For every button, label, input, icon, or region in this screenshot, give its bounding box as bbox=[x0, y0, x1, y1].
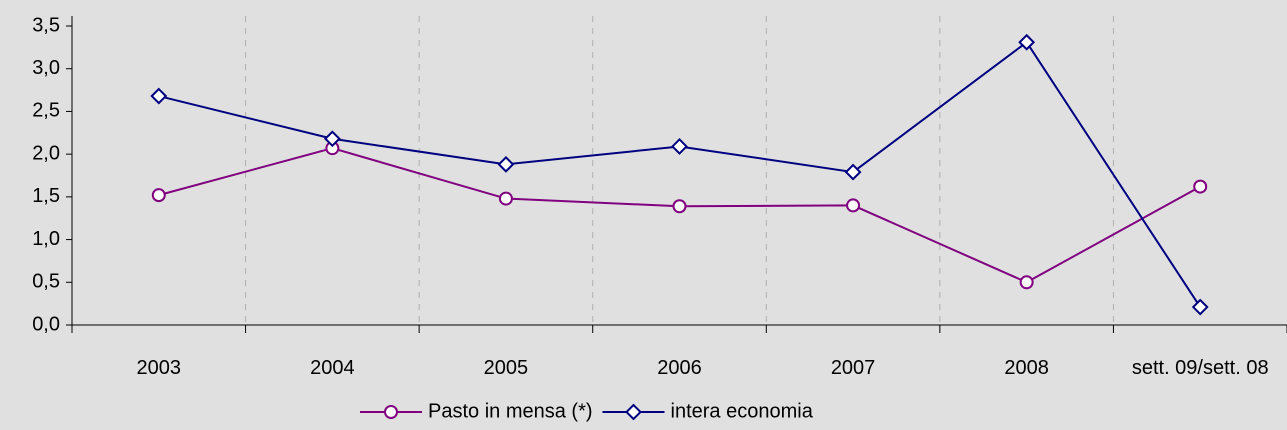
point bbox=[150, 87, 168, 105]
y-tick-label: 1,5 bbox=[32, 185, 60, 207]
y-tick-label: 3,0 bbox=[32, 57, 60, 79]
y-tick-label: 2,0 bbox=[32, 142, 60, 164]
point bbox=[497, 155, 515, 173]
point bbox=[846, 198, 861, 213]
x-tick-label: 2005 bbox=[483, 357, 529, 379]
y-tick-label: 0,5 bbox=[32, 271, 60, 293]
series-line bbox=[158, 147, 1201, 284]
point bbox=[671, 138, 688, 155]
point bbox=[151, 188, 166, 203]
legend-label: intera economia bbox=[671, 400, 814, 422]
point bbox=[1191, 298, 1209, 316]
x-tick-label: 2003 bbox=[136, 357, 182, 379]
x-tick-label: 2004 bbox=[310, 357, 355, 379]
point bbox=[323, 130, 341, 148]
point bbox=[498, 191, 513, 206]
point bbox=[1193, 179, 1208, 194]
x-tick-label: sett. 09/sett. 08 bbox=[1131, 357, 1269, 379]
point bbox=[672, 199, 687, 214]
legend-marker bbox=[625, 403, 642, 421]
legend-label: Pasto in mensa (*) bbox=[428, 400, 593, 422]
x-tick-label: 2007 bbox=[830, 357, 876, 379]
legend-marker bbox=[384, 405, 398, 419]
y-tick-label: 0,0 bbox=[32, 313, 60, 335]
y-tick-label: 3,5 bbox=[32, 14, 60, 36]
x-tick-label: 2006 bbox=[657, 357, 702, 379]
point bbox=[844, 163, 862, 181]
y-tick-label: 1,0 bbox=[32, 228, 60, 250]
y-tick-label: 2,5 bbox=[32, 100, 60, 122]
x-tick-label: 2008 bbox=[1004, 357, 1049, 379]
point bbox=[1019, 275, 1034, 290]
series-line bbox=[158, 40, 1202, 308]
point bbox=[1018, 33, 1036, 51]
